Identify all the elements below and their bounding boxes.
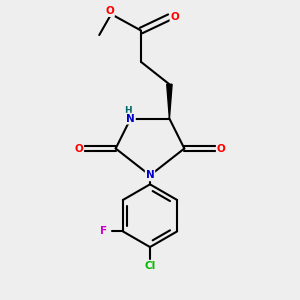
- Text: O: O: [170, 12, 179, 22]
- Text: Cl: Cl: [144, 262, 156, 272]
- Text: O: O: [105, 6, 114, 16]
- Text: O: O: [217, 143, 225, 154]
- Text: O: O: [75, 143, 83, 154]
- Text: F: F: [100, 226, 107, 236]
- Text: N: N: [126, 114, 135, 124]
- Polygon shape: [167, 84, 172, 118]
- Text: H: H: [124, 106, 132, 115]
- Text: N: N: [146, 170, 154, 180]
